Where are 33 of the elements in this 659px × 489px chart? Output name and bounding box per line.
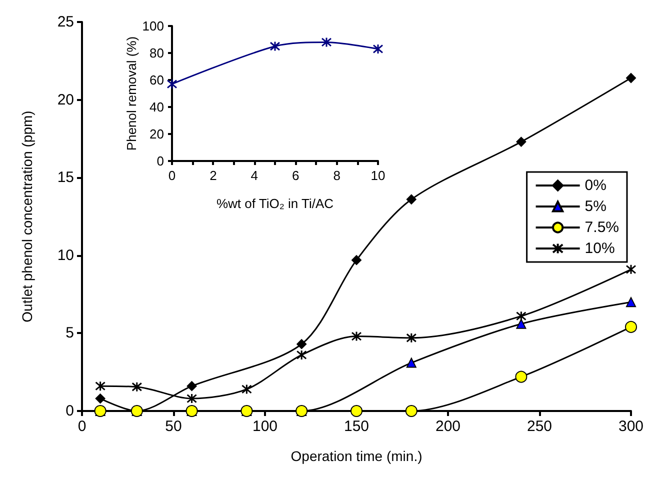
y-tick-label: 0: [156, 154, 164, 168]
y-tick-label: 15: [57, 169, 74, 186]
y-tick-label: 5: [66, 324, 74, 342]
x-tick-label: 8: [333, 168, 340, 183]
legend-label: 5%: [584, 198, 606, 215]
y-tick-label: 20: [150, 126, 164, 142]
legend-label: 10%: [584, 240, 615, 257]
x-tick-label: 4: [250, 168, 258, 183]
y-tick-label: 0: [66, 402, 74, 420]
x-tick-label: 0: [78, 418, 86, 435]
x-tick-label: 6: [292, 168, 300, 183]
y-tick-label: 40: [150, 100, 164, 114]
x-tick-label: 2: [210, 168, 217, 183]
legend-label: 0%: [584, 177, 606, 194]
x-tick-label: 250: [526, 418, 552, 435]
y-axis-title: Phenol removal (%): [124, 36, 139, 151]
legend-label: 7.5%: [584, 219, 620, 236]
y-tick-label: 20: [57, 91, 74, 108]
y-tick-label: 25: [57, 14, 74, 30]
y-tick-label: 10: [57, 246, 74, 264]
x-tick-label: 0: [168, 168, 176, 183]
x-tick-label: 200: [435, 418, 461, 435]
y-tick-label: 100: [142, 18, 164, 34]
x-axis-title: %wt of TiO₂ in Ti/AC: [216, 196, 334, 211]
x-tick-label: 50: [165, 418, 182, 435]
x-tick-label: 10: [370, 168, 386, 183]
x-tick-label: 150: [344, 418, 370, 435]
x-tick-label: 100: [252, 418, 278, 435]
y-tick-label: 60: [150, 72, 164, 88]
y-axis-title: Outlet phenol concentration (ppm): [19, 110, 35, 322]
y-tick-label: 80: [150, 46, 164, 60]
x-axis-title: Operation time (min.): [290, 448, 422, 464]
x-tick-label: 300: [618, 418, 644, 435]
